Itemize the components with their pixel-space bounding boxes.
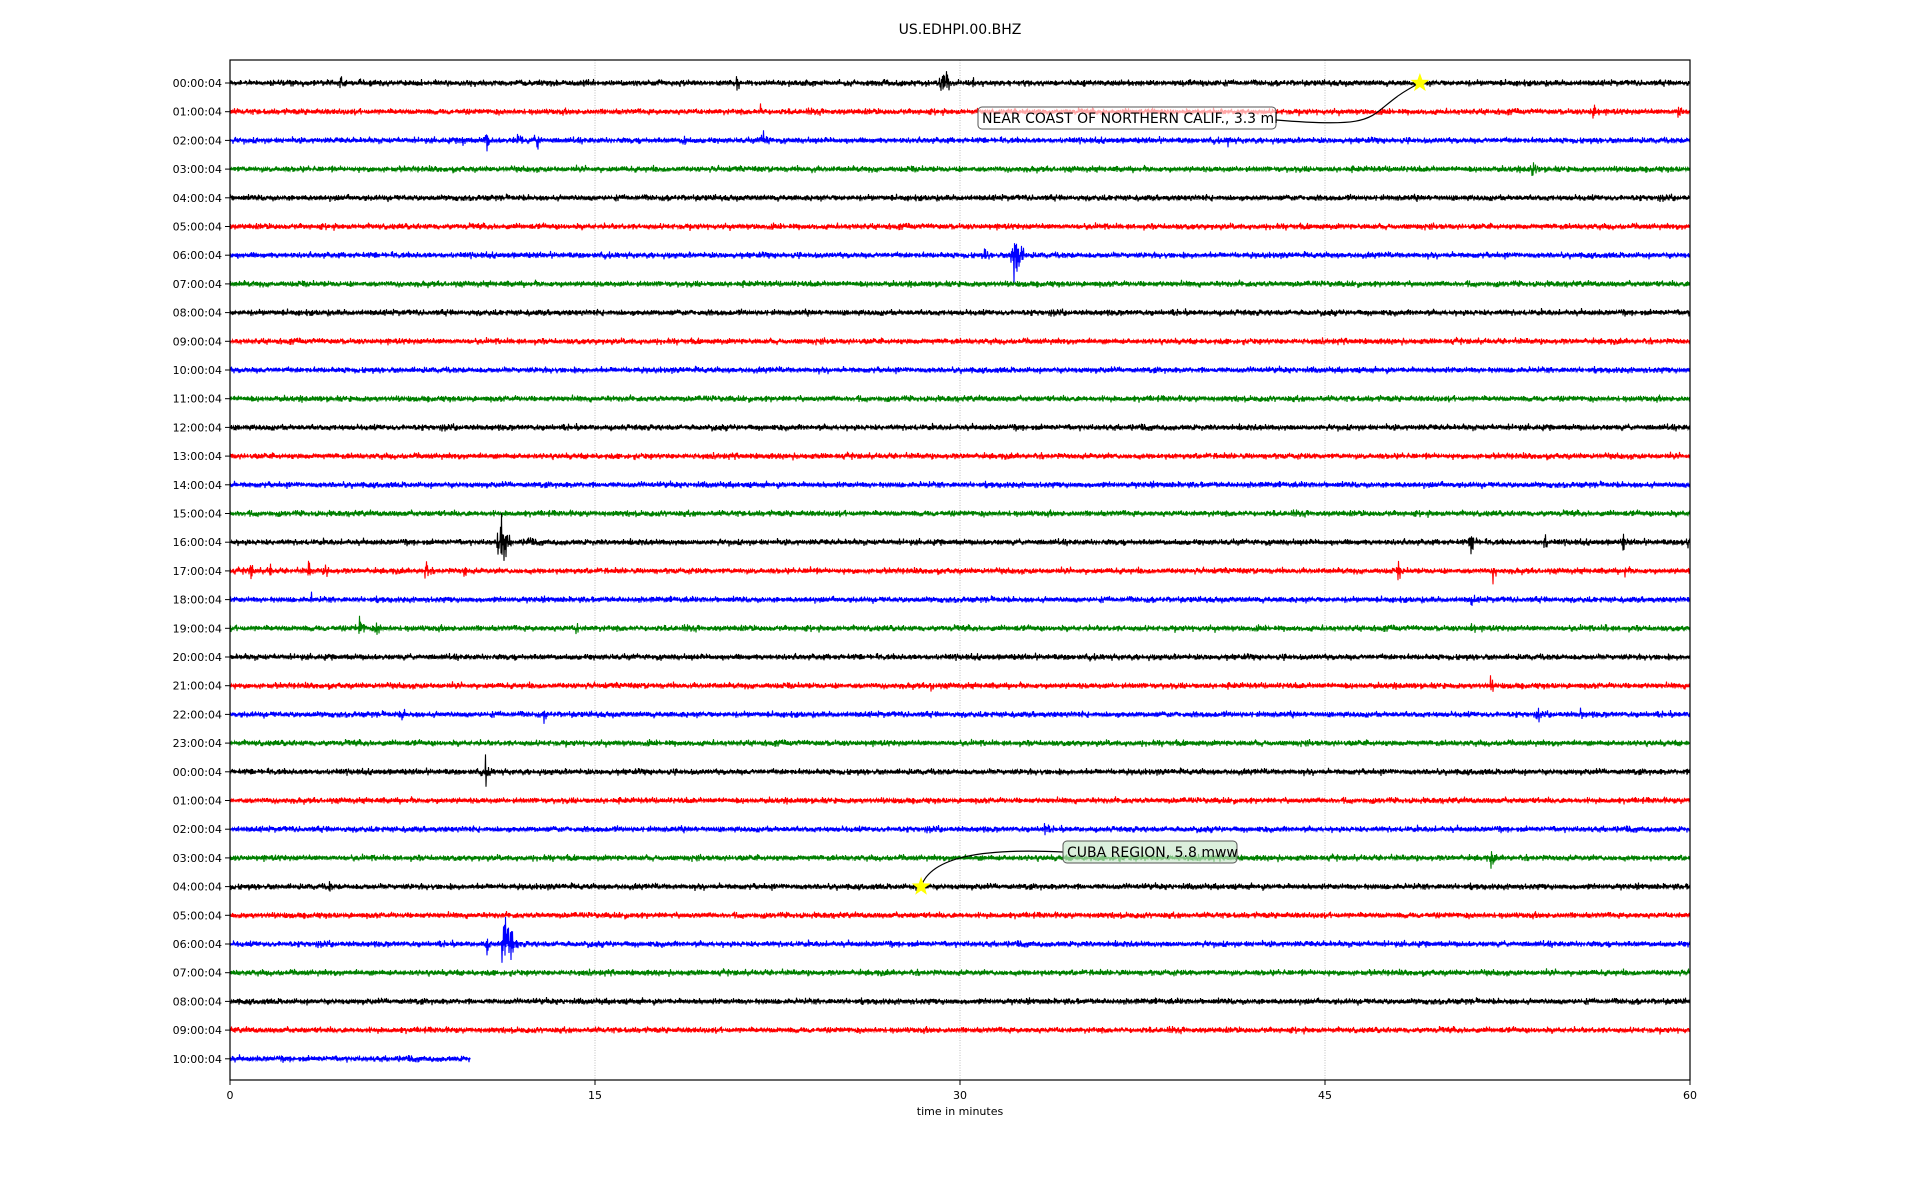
y-tick-label: 06:00:04 — [173, 938, 222, 951]
y-tick-label: 10:00:04 — [173, 1053, 222, 1066]
y-tick-label: 08:00:04 — [173, 995, 222, 1008]
trace-line — [229, 1025, 1691, 1035]
y-tick-label: 03:00:04 — [173, 163, 222, 176]
trace-line — [229, 130, 1691, 152]
trace-line — [229, 193, 1691, 203]
y-tick-label: 15:00:04 — [173, 508, 222, 521]
trace-line — [229, 560, 1691, 585]
chart-title: US.EDHPI.00.BHZ — [898, 22, 1022, 38]
y-tick-label: 02:00:04 — [173, 823, 222, 836]
trace-line — [229, 308, 1691, 317]
event-star-marker — [911, 876, 931, 895]
trace-line — [229, 754, 1691, 787]
annotation-label: NEAR COAST OF NORTHERN CALIF., 3.3 ml — [982, 111, 1278, 127]
trace-line — [229, 916, 1691, 963]
trace-line — [229, 911, 1691, 920]
x-axis-label: time in minutes — [917, 1105, 1004, 1118]
trace-line — [229, 591, 1691, 606]
y-tick-label: 05:00:04 — [173, 909, 222, 922]
trace-line — [229, 336, 1691, 346]
annotation-label: CUBA REGION, 5.8 mww — [1067, 845, 1238, 861]
x-tick-label: 30 — [953, 1089, 967, 1102]
trace-line — [229, 103, 1691, 119]
trace-line — [229, 451, 1691, 461]
annotation-arrow — [920, 850, 1064, 887]
y-tick-label: 14:00:04 — [173, 479, 222, 492]
y-tick-label: 09:00:04 — [173, 1024, 222, 1037]
y-tick-label: 01:00:04 — [173, 106, 222, 119]
y-tick-label: 02:00:04 — [173, 134, 222, 147]
y-tick-label: 08:00:04 — [173, 307, 222, 320]
y-tick-label: 16:00:04 — [173, 536, 222, 549]
trace-line — [229, 796, 1691, 805]
trace-line — [229, 738, 1691, 748]
annotation-arrow — [1275, 82, 1421, 124]
y-tick-label: 13:00:04 — [173, 450, 222, 463]
trace-line — [229, 422, 1691, 432]
y-tick-label: 04:00:04 — [173, 192, 222, 205]
trace-line — [229, 222, 1691, 232]
trace-line — [229, 881, 1691, 892]
y-tick-label: 22:00:04 — [173, 708, 222, 721]
trace-line — [229, 394, 1691, 403]
y-tick-label: 12:00:04 — [173, 421, 222, 434]
trace-line — [229, 652, 1691, 662]
y-tick-label: 11:00:04 — [173, 393, 222, 406]
y-tick-label: 06:00:04 — [173, 249, 222, 262]
trace-line — [229, 968, 1691, 978]
y-tick-label: 17:00:04 — [173, 565, 222, 578]
trace-line — [229, 707, 1691, 724]
y-tick-label: 18:00:04 — [173, 594, 222, 607]
y-tick-label: 07:00:04 — [173, 967, 222, 980]
trace-line — [229, 997, 1691, 1006]
x-tick-label: 15 — [588, 1089, 602, 1102]
trace-line — [229, 243, 1691, 284]
trace-line — [229, 675, 1691, 692]
y-tick-label: 10:00:04 — [173, 364, 222, 377]
trace-line — [229, 279, 1691, 289]
y-tick-label: 00:00:04 — [173, 766, 222, 779]
trace-line — [229, 480, 1691, 490]
trace-line — [229, 365, 1691, 375]
y-tick-label: 04:00:04 — [173, 881, 222, 894]
y-tick-label: 05:00:04 — [173, 221, 222, 234]
x-tick-label: 60 — [1683, 1089, 1697, 1102]
trace-line — [229, 615, 1691, 635]
annotation-box — [1062, 840, 1238, 864]
event-star-marker — [1410, 73, 1430, 92]
y-tick-label: 01:00:04 — [173, 795, 222, 808]
trace-line — [229, 851, 1691, 869]
y-tick-label: 07:00:04 — [173, 278, 222, 291]
trace-line — [229, 162, 1691, 177]
y-tick-label: 03:00:04 — [173, 852, 222, 865]
y-tick-label: 00:00:04 — [173, 77, 222, 90]
y-tick-label: 19:00:04 — [173, 622, 222, 635]
trace-line — [229, 71, 1691, 91]
trace-line — [229, 822, 1691, 836]
x-tick-label: 0 — [227, 1089, 234, 1102]
y-tick-label: 23:00:04 — [173, 737, 222, 750]
trace-line — [229, 1054, 471, 1063]
x-tick-label: 45 — [1318, 1089, 1332, 1102]
annotation-box — [977, 106, 1277, 130]
y-tick-label: 20:00:04 — [173, 651, 222, 664]
y-tick-label: 09:00:04 — [173, 335, 222, 348]
y-tick-label: 21:00:04 — [173, 680, 222, 693]
trace-line — [229, 509, 1691, 518]
trace-line — [229, 513, 1691, 561]
